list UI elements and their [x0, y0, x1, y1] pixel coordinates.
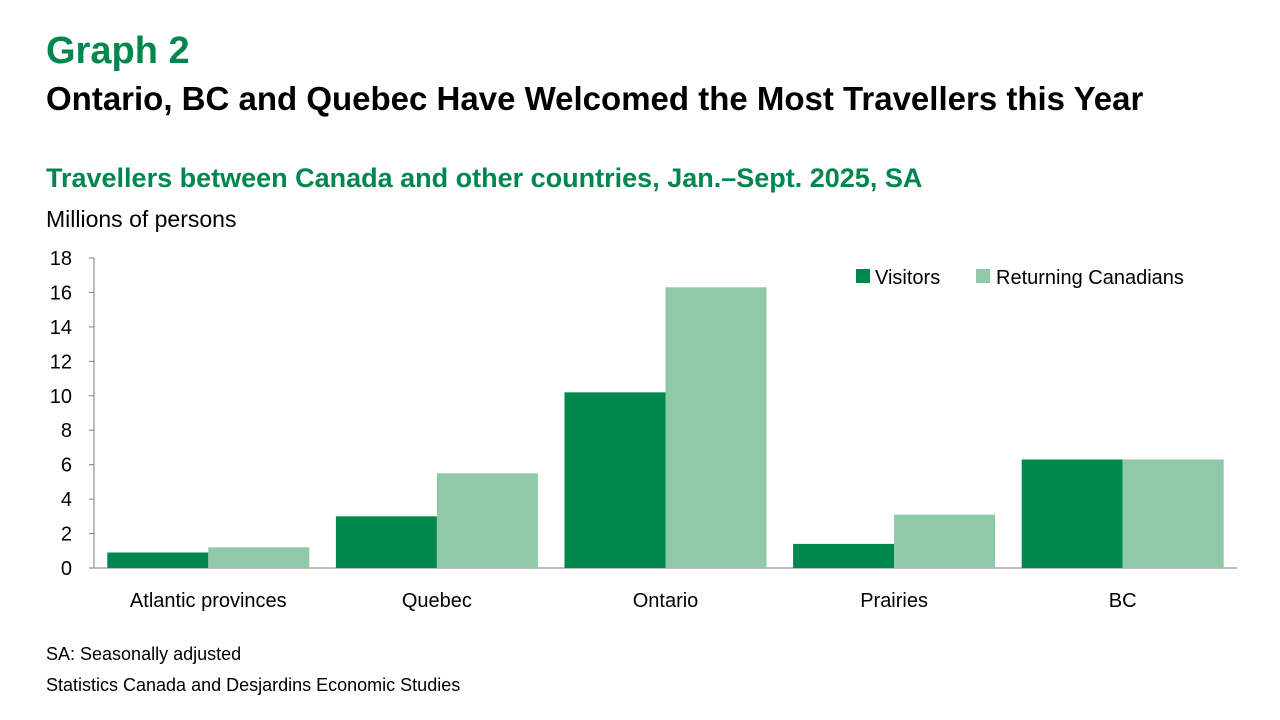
- y-tick-label: 6: [61, 455, 72, 477]
- bar-returning-canadians: [894, 514, 996, 568]
- x-tick-label: BC: [1109, 590, 1137, 612]
- bar-returning-canadians: [1122, 459, 1224, 568]
- y-tick-label: 4: [61, 489, 72, 511]
- bar-visitors: [335, 516, 437, 568]
- footnote: SA: Seasonally adjusted: [46, 644, 242, 664]
- bar-returning-canadians: [436, 473, 538, 568]
- bar-returning-canadians: [665, 287, 767, 568]
- bar-visitors: [1021, 459, 1123, 568]
- y-tick-label: 0: [61, 558, 72, 580]
- y-tick-label: 2: [61, 524, 72, 546]
- page-title: Ontario, BC and Quebec Have Welcomed the…: [46, 80, 1144, 117]
- y-tick-label: 12: [50, 351, 72, 373]
- legend-label-returning-canadians: Returning Canadians: [996, 267, 1184, 289]
- bar-visitors: [793, 543, 895, 568]
- bar-visitors: [107, 552, 209, 568]
- x-tick-label: Ontario: [633, 590, 699, 612]
- x-tick-label: Quebec: [402, 590, 472, 612]
- legend-swatch-visitors: [856, 269, 870, 283]
- bar-returning-canadians: [208, 547, 310, 568]
- y-tick-label: 18: [50, 248, 72, 270]
- source-note: Statistics Canada and Desjardins Economi…: [46, 675, 461, 695]
- y-tick-label: 8: [61, 420, 72, 442]
- y-axis-label: Millions of persons: [46, 206, 237, 232]
- chart-title: Travellers between Canada and other coun…: [46, 163, 923, 193]
- y-tick-label: 10: [50, 386, 72, 408]
- x-tick-label: Atlantic provinces: [130, 590, 287, 612]
- bar-visitors: [564, 392, 666, 568]
- legend-swatch-returning-canadians: [976, 269, 990, 283]
- y-tick-label: 14: [50, 317, 72, 339]
- bars: [107, 287, 1224, 568]
- y-tick-label: 16: [50, 282, 72, 304]
- legend-label-visitors: Visitors: [875, 267, 940, 289]
- x-axis: Atlantic provinces Quebec Ontario Prairies B…: [130, 590, 1137, 612]
- graph-label: Graph 2: [46, 30, 190, 72]
- x-tick-label: Prairies: [860, 590, 928, 612]
- legend: Visitors Returning Canadians: [856, 267, 1184, 289]
